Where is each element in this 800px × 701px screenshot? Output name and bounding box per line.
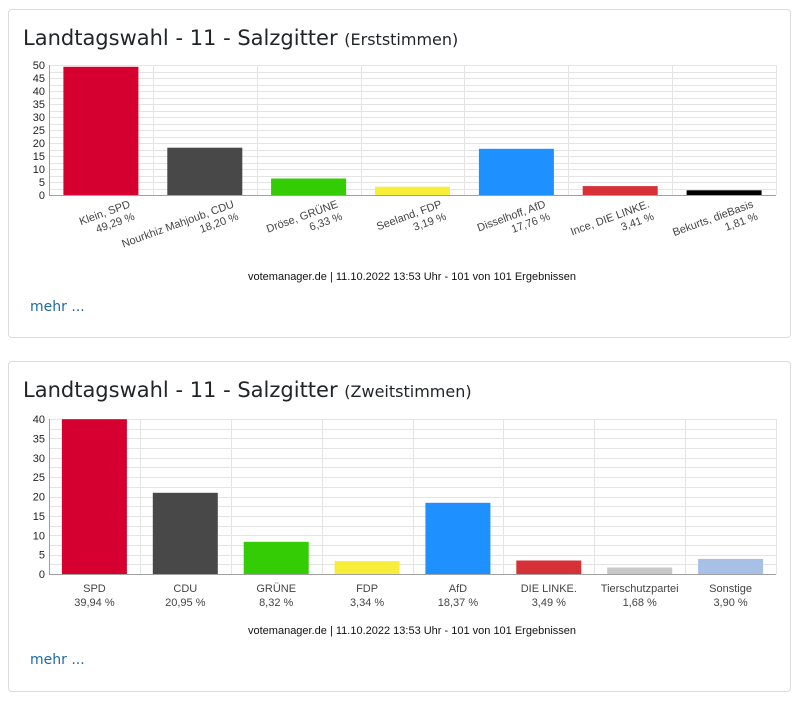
category-label: GRÜNE [256, 583, 296, 595]
category-label: Tierschutzpartei [601, 583, 679, 595]
y-tick-label: 35 [33, 433, 45, 445]
bar [516, 560, 582, 574]
y-tick-label: 30 [33, 453, 45, 465]
category-label: CDU [173, 583, 197, 595]
card-subtitle: (Zweitstimmen) [344, 382, 472, 401]
bar [243, 541, 309, 574]
value-label: 3,90 % [713, 597, 747, 609]
card-title: Landtagswahl - 11 - Salzgitter (Erststim… [23, 26, 458, 50]
category-label: FDP [356, 583, 378, 595]
bar [425, 502, 491, 574]
bar [698, 558, 764, 574]
category-label: SPD [83, 583, 106, 595]
category-label: DIE LINKE. [521, 583, 577, 595]
value-label: 1,68 % [623, 597, 657, 609]
bar [607, 567, 673, 574]
y-tick-label: 20 [33, 492, 45, 504]
bar [478, 148, 554, 195]
bar [334, 561, 400, 574]
y-tick-label: 40 [33, 86, 45, 98]
value-label: 3,34 % [350, 597, 384, 609]
bar [61, 419, 127, 574]
y-tick-label: 25 [33, 125, 45, 137]
y-tick-label: 20 [33, 138, 45, 150]
card-title: Landtagswahl - 11 - Salzgitter (Zweitsti… [23, 378, 472, 402]
value-label: 8,32 % [259, 597, 293, 609]
bar-chart-zweitstimmen: 0 5 10 15 20 25 30 35 40 SPD 39,94 % CDU 20,95 % GRÜN… [33, 414, 777, 637]
x-label-group: Ince, DIE LINKE.3,41 % [569, 199, 656, 239]
bar [271, 178, 347, 195]
y-tick-label: 0 [39, 569, 45, 581]
bar [63, 66, 139, 195]
y-tick-label: 15 [33, 511, 45, 523]
y-tick-label: 35 [33, 99, 45, 111]
source-footer: votemanager.de | 11.10.2022 13:53 Uhr - … [248, 271, 576, 283]
bar [375, 186, 450, 195]
y-tick-label: 45 [33, 73, 45, 85]
value-label: 3,49 % [532, 597, 566, 609]
card-title-text: Landtagswahl - 11 - Salzgitter [23, 26, 338, 50]
source-footer: votemanager.de | 11.10.2022 13:53 Uhr - … [248, 625, 576, 637]
value-label: 39,94 % [74, 597, 115, 609]
card-title-text: Landtagswahl - 11 - Salzgitter [23, 378, 338, 402]
bar [582, 186, 658, 195]
card-subtitle: (Erststimmen) [344, 30, 459, 49]
y-tick-label: 30 [33, 112, 45, 124]
y-tick-label: 10 [33, 164, 45, 176]
y-tick-label: 25 [33, 472, 45, 484]
category-label: AfD [449, 583, 467, 595]
category-label: Sonstige [709, 583, 752, 595]
result-card-erststimmen: Landtagswahl - 11 - Salzgitter (Erststim… [8, 9, 791, 338]
y-tick-label: 15 [33, 151, 45, 163]
y-tick-label: 0 [39, 190, 45, 202]
y-tick-label: 50 [33, 60, 45, 72]
value-label: 18,37 % [438, 597, 479, 609]
bar [686, 190, 762, 195]
y-tick-label: 40 [33, 414, 45, 426]
y-tick-label: 10 [33, 530, 45, 542]
y-tick-label: 5 [39, 550, 45, 562]
bar [167, 147, 243, 195]
more-link[interactable]: mehr ... [30, 652, 85, 668]
bar [152, 492, 218, 574]
y-tick-label: 5 [39, 177, 45, 189]
value-label: 20,95 % [165, 597, 206, 609]
result-card-zweitstimmen: Landtagswahl - 11 - Salzgitter (Zweitsti… [8, 361, 791, 692]
more-link[interactable]: mehr ... [30, 299, 85, 315]
